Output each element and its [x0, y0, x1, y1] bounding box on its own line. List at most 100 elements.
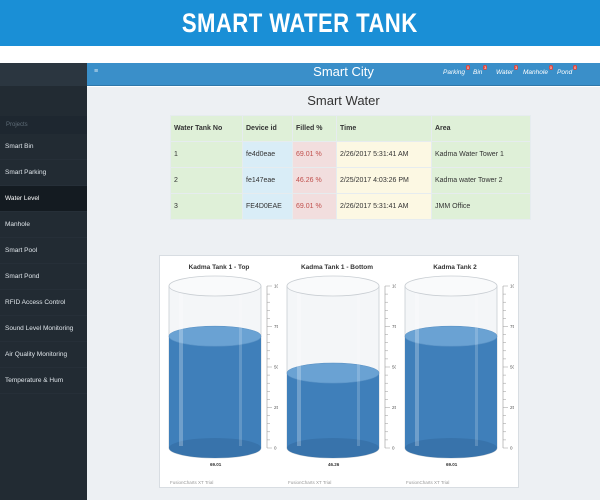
table-cell: 2/26/2017 5:31:41 AM — [336, 141, 432, 168]
nav-label: Manhole — [523, 69, 548, 76]
main-content: Smart Water Water Tank No Device id Fill… — [87, 87, 600, 500]
app-brand[interactable]: Smart City — [313, 64, 374, 79]
tank-chart: Kadma Tank 1 - Bottom 100 75 50 25 0 46.26 Fusi… — [278, 256, 396, 489]
sidebar-item-manhole[interactable]: Manhole — [0, 212, 87, 238]
notification-badge: 0 — [465, 65, 471, 70]
tank-highlight — [415, 290, 419, 446]
table-row[interactable]: 1 fe4d0eae 69.01 % 2/26/2017 5:31:41 AM Kadm… — [170, 141, 531, 168]
tank-highlight — [475, 290, 478, 446]
sidebar-item-smart-bin[interactable]: Smart Bin — [0, 134, 87, 160]
tank-title: Kadma Tank 1 - Bottom — [300, 264, 374, 271]
table-cell: 2/25/2017 4:03:26 PM — [336, 167, 432, 194]
tank-water-surface — [168, 325, 262, 347]
notification-badge: 0 — [548, 65, 553, 70]
tank-water-bottom — [405, 438, 497, 458]
menu-toggle-icon[interactable]: ≡ — [94, 68, 99, 75]
column-header: Water Tank No — [170, 115, 243, 142]
table-cell: 69.01 % — [292, 193, 337, 220]
tank-scale-label: 50 — [392, 365, 396, 370]
banner: SMART WATER TANK — [0, 0, 600, 46]
chart-credit: FusionCharts XT Trial — [406, 480, 450, 485]
tank-scale-label: 25 — [392, 405, 396, 410]
table-cell: Kadma water Tower 2 — [431, 167, 531, 194]
tank-value: 69.01 — [210, 462, 222, 467]
sidebar-header — [0, 63, 87, 86]
tank-highlight — [239, 290, 242, 446]
tank-scale-label: 100 — [510, 284, 514, 289]
table-cell: fe4d0eae — [242, 141, 293, 168]
table-row[interactable]: 2 fe147eae 46.26 % 2/25/2017 4:03:26 PM Kadm… — [170, 167, 531, 194]
tank-scale-label: 50 — [510, 365, 514, 370]
tank-highlight — [357, 290, 360, 446]
tank-highlight — [179, 290, 183, 446]
water-table: Water Tank No Device id Filled % Time Ar… — [170, 115, 531, 220]
sidebar-item-smart-pond[interactable]: Smart Pond — [0, 264, 87, 290]
table-cell: JMM Office — [431, 193, 531, 220]
tank-water-surface — [286, 362, 380, 384]
tank-chart: Kadma Tank 1 - Top 100 75 50 25 0 69.01 FusionC… — [160, 256, 278, 489]
tank-scale-label: 100 — [392, 284, 396, 289]
table-cell: 46.26 % — [292, 167, 337, 194]
table-row[interactable]: 3 FE4D0EAE 69.01 % 2/26/2017 5:31:41 AM JMM … — [170, 193, 531, 220]
tank-charts-panel: Kadma Tank 1 - Top 100 75 50 25 0 69.01 FusionC… — [159, 255, 519, 488]
notification-badge: 0 — [572, 65, 578, 70]
nav-label: Pond — [557, 69, 573, 76]
tank-title: Kadma Tank 2 — [433, 264, 477, 271]
sidebar-item-smart-parking[interactable]: Smart Parking — [0, 160, 87, 186]
sidebar-section-label: Projects — [0, 116, 87, 134]
tank-title: Kadma Tank 1 - Top — [188, 264, 250, 271]
chart-credit: FusionCharts XT Trial — [170, 480, 214, 485]
column-header: Device id — [242, 115, 293, 142]
tank-scale-label: 0 — [510, 446, 513, 451]
banner-title: SMART WATER TANK — [182, 7, 418, 38]
table-cell: 69.01 % — [292, 141, 337, 168]
tank-water-surface — [404, 325, 498, 347]
nav-bin[interactable]: Bin 3 — [473, 65, 488, 83]
page-title: Smart Water — [307, 93, 380, 108]
nav-label: Parking — [443, 69, 466, 76]
tank-svg: 100 75 50 25 0 — [168, 275, 278, 459]
tank-scale-label: 25 — [274, 405, 278, 410]
tank-scale-label: 75 — [274, 324, 278, 329]
tank-water — [169, 336, 261, 448]
sidebar-item-water-level[interactable]: Water Level — [0, 186, 87, 212]
sidebar-item-sound-level-monitoring[interactable]: Sound Level Monitoring — [0, 316, 87, 342]
table-cell: FE4D0EAE — [242, 193, 293, 220]
nav-water[interactable]: Water 3 — [496, 65, 519, 83]
nav-pond[interactable]: Pond 0 — [557, 65, 578, 83]
table-cell: Kadma Water Tower 1 — [431, 141, 531, 168]
tank-chart: Kadma Tank 2 100 75 50 25 0 69.01 FusionCharts … — [396, 256, 514, 489]
tank-svg: 100 75 50 25 0 — [286, 275, 396, 459]
nav-manhole[interactable]: Manhole 0 — [523, 65, 553, 83]
column-header: Area — [431, 115, 531, 142]
sidebar: Projects Smart Bin Smart Parking Water Lev… — [0, 63, 87, 500]
tank-value: 46.26 — [328, 462, 340, 467]
tank-rim — [404, 275, 498, 297]
tank-scale-label: 50 — [274, 365, 278, 370]
table-cell: 2/26/2017 5:31:41 AM — [336, 193, 432, 220]
notification-badge: 3 — [513, 65, 519, 70]
tank-highlight — [297, 290, 301, 446]
nav-label: Bin — [473, 69, 483, 76]
sidebar-item-air-quality-monitoring[interactable]: Air Quality Monitoring — [0, 342, 87, 368]
chart-credit: FusionCharts XT Trial — [288, 480, 332, 485]
table-cell: 3 — [170, 193, 243, 220]
column-header: Filled % — [292, 115, 337, 142]
sidebar-item-smart-pool[interactable]: Smart Pool — [0, 238, 87, 264]
table-cell: fe147eae — [242, 167, 293, 194]
tank-svg: 100 75 50 25 0 — [404, 275, 514, 459]
sidebar-item-temperature-hum[interactable]: Temperature & Hum — [0, 368, 87, 394]
sidebar-item-rfid-access-control[interactable]: RFID Access Control — [0, 290, 87, 316]
tank-water — [287, 373, 379, 448]
tank-scale-label: 75 — [510, 324, 514, 329]
topbar: ≡ Smart City Parking 0 Bin 3 Water 3 Manhole 0 P… — [87, 63, 600, 86]
nav-parking[interactable]: Parking 0 — [443, 65, 471, 83]
notification-badge: 3 — [483, 65, 488, 70]
tank-water — [405, 336, 497, 448]
tank-scale-label: 0 — [274, 446, 277, 451]
tank-rim — [168, 275, 262, 297]
tank-scale-label: 0 — [392, 446, 395, 451]
tank-scale-label: 100 — [274, 284, 278, 289]
tank-water-bottom — [169, 438, 261, 458]
tank-scale-label: 75 — [392, 324, 396, 329]
